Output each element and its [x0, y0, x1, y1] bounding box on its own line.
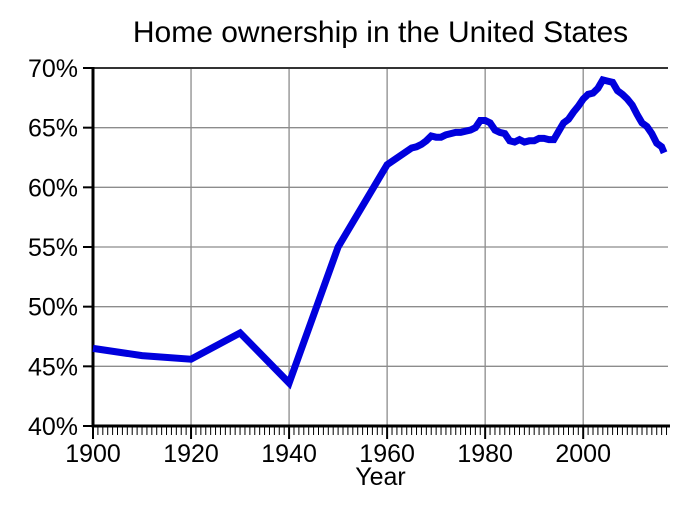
y-tick-label: 60%: [28, 174, 78, 202]
y-tick-label: 50%: [28, 294, 78, 322]
y-tick-label: 40%: [28, 413, 78, 441]
y-tick-label: 70%: [28, 55, 78, 83]
y-tick-label: 65%: [28, 115, 78, 143]
x-tick-label: 2000: [555, 440, 611, 468]
y-tick-label: 45%: [28, 353, 78, 381]
x-tick-label: 1960: [359, 440, 415, 468]
chart-title: Home ownership in the United States: [132, 16, 629, 49]
data-line: [92, 75, 668, 390]
x-axis-title: Year: [355, 463, 406, 491]
y-tick-label: 55%: [28, 234, 78, 262]
x-tick-label: 1980: [457, 440, 513, 468]
x-tick-label: 1900: [65, 440, 121, 468]
x-tick-label: 1940: [261, 440, 317, 468]
x-tick-label: 1920: [163, 440, 219, 468]
